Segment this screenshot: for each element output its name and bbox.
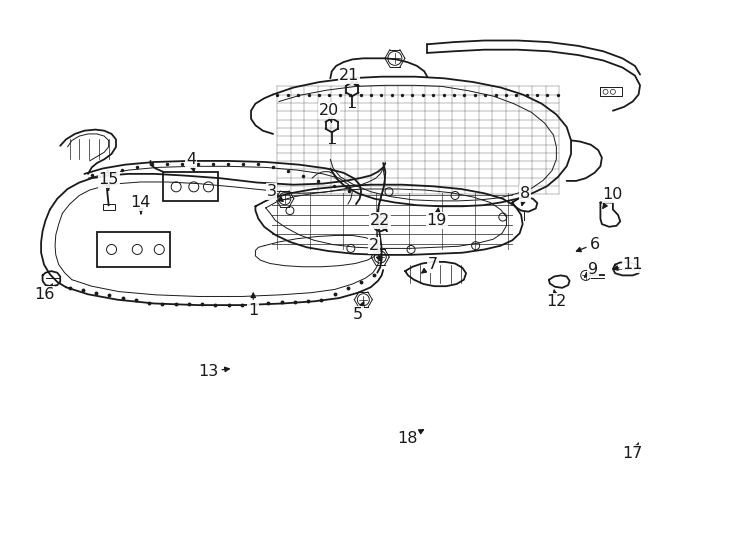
Text: 22: 22 [370, 213, 390, 231]
Bar [103, 204, 115, 210]
Text: 1: 1 [248, 293, 258, 318]
Circle shape [373, 217, 388, 231]
Circle shape [388, 51, 402, 65]
Text: 19: 19 [426, 208, 447, 228]
Text: 17: 17 [622, 443, 643, 461]
Text: 13: 13 [198, 364, 229, 379]
Text: 18: 18 [397, 430, 424, 446]
Text: 21: 21 [338, 68, 359, 86]
Text: 9: 9 [584, 262, 598, 278]
Text: 20: 20 [319, 103, 339, 122]
Text: 14: 14 [131, 195, 151, 214]
Text: 6: 6 [576, 237, 600, 252]
Circle shape [377, 221, 384, 227]
Bar [97, 232, 170, 267]
Text: 5: 5 [353, 302, 364, 322]
Text: 4: 4 [186, 152, 196, 172]
Circle shape [279, 193, 291, 205]
Text: 12: 12 [546, 290, 567, 309]
Circle shape [357, 294, 369, 306]
Text: 7: 7 [422, 257, 438, 273]
Circle shape [581, 271, 591, 280]
Circle shape [374, 251, 386, 263]
Text: 16: 16 [34, 284, 54, 302]
Text: 3: 3 [266, 184, 283, 201]
Text: 2: 2 [369, 238, 381, 261]
Text: 15: 15 [98, 172, 119, 191]
Bar [163, 172, 218, 201]
Text: 8: 8 [520, 186, 530, 205]
Text: 11: 11 [614, 257, 643, 272]
Text: 10: 10 [603, 187, 623, 208]
